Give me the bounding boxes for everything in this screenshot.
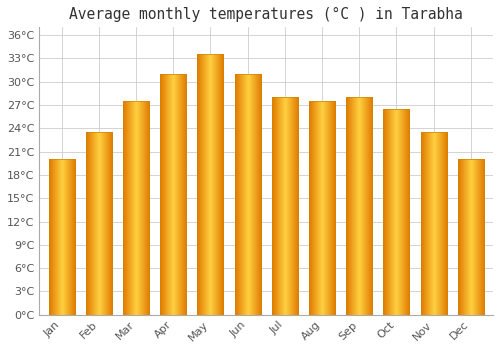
Bar bbox=[234, 74, 260, 315]
Bar bbox=[309, 101, 335, 315]
Bar bbox=[198, 55, 224, 315]
Bar bbox=[458, 159, 484, 315]
Bar bbox=[384, 109, 409, 315]
Bar bbox=[160, 74, 186, 315]
Title: Average monthly temperatures (°C ) in Tarabha: Average monthly temperatures (°C ) in Ta… bbox=[70, 7, 463, 22]
Bar bbox=[346, 97, 372, 315]
Bar bbox=[86, 132, 112, 315]
Bar bbox=[123, 101, 149, 315]
Bar bbox=[48, 159, 74, 315]
Bar bbox=[272, 97, 298, 315]
Bar bbox=[420, 132, 446, 315]
